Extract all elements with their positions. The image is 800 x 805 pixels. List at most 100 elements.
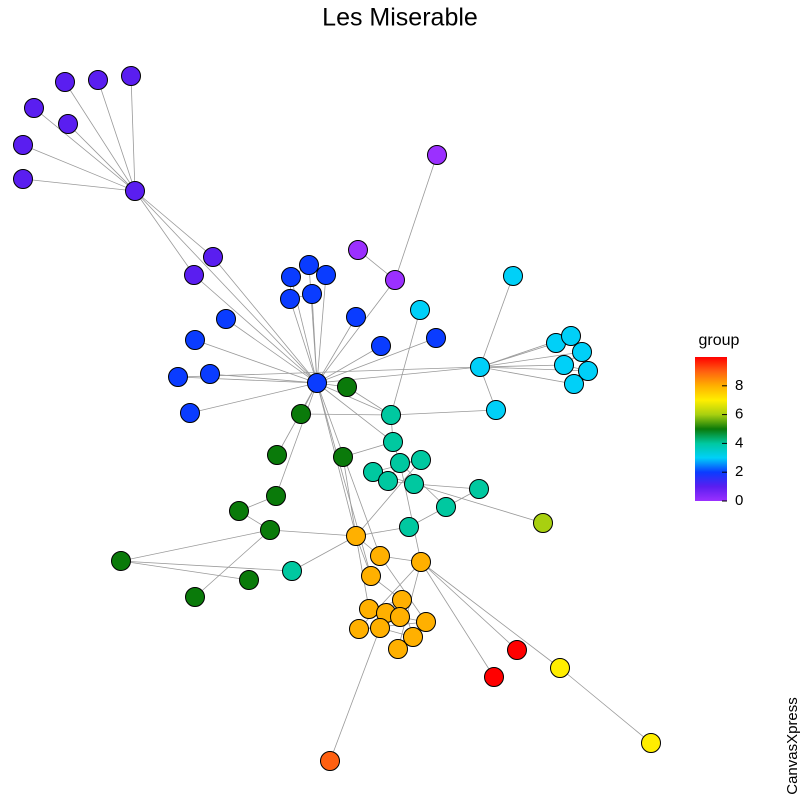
node bbox=[370, 618, 390, 638]
node bbox=[550, 658, 570, 678]
node bbox=[239, 570, 259, 590]
edge bbox=[120, 560, 293, 572]
node bbox=[404, 474, 424, 494]
node bbox=[320, 751, 340, 771]
node bbox=[346, 526, 366, 546]
edge bbox=[134, 190, 214, 258]
colorbar-tick-label: 4 bbox=[735, 434, 743, 451]
node bbox=[436, 497, 456, 517]
edge bbox=[33, 107, 136, 192]
node bbox=[168, 367, 188, 387]
edge bbox=[130, 75, 136, 192]
node bbox=[299, 255, 319, 275]
node bbox=[282, 561, 302, 581]
node bbox=[291, 404, 311, 424]
edge bbox=[379, 555, 427, 623]
node bbox=[184, 265, 204, 285]
edge bbox=[134, 190, 195, 276]
edge bbox=[316, 345, 382, 384]
node bbox=[55, 72, 75, 92]
node bbox=[346, 307, 366, 327]
edge bbox=[120, 529, 271, 562]
node bbox=[370, 546, 390, 566]
edge bbox=[479, 351, 583, 368]
node bbox=[383, 432, 403, 452]
edge bbox=[316, 382, 381, 557]
node bbox=[200, 364, 220, 384]
edge bbox=[177, 376, 318, 384]
edge bbox=[479, 366, 575, 385]
colorbar bbox=[695, 357, 727, 501]
edge bbox=[316, 279, 396, 384]
edge bbox=[479, 364, 565, 368]
watermark: CanvasXpress bbox=[784, 697, 800, 795]
edge bbox=[316, 316, 357, 384]
colorbar-tick-label: 8 bbox=[735, 377, 743, 394]
node bbox=[359, 599, 379, 619]
edge bbox=[399, 462, 422, 563]
node bbox=[260, 520, 280, 540]
edge bbox=[97, 79, 136, 192]
node bbox=[185, 330, 205, 350]
node bbox=[469, 479, 489, 499]
legend-title: group bbox=[699, 332, 740, 349]
edge bbox=[289, 298, 318, 384]
edge bbox=[269, 529, 357, 537]
colorbar-tick-label: 0 bbox=[735, 492, 743, 509]
colorbar-tick-label: 6 bbox=[735, 406, 743, 423]
edge bbox=[67, 123, 136, 192]
node bbox=[411, 552, 431, 572]
node bbox=[88, 70, 108, 90]
node bbox=[13, 135, 33, 155]
node bbox=[302, 284, 322, 304]
edges bbox=[22, 75, 652, 762]
edge bbox=[394, 154, 438, 281]
node bbox=[427, 145, 447, 165]
edge bbox=[193, 274, 318, 384]
node bbox=[363, 462, 383, 482]
edge bbox=[300, 413, 392, 416]
edge bbox=[316, 337, 437, 384]
node bbox=[333, 447, 353, 467]
node bbox=[125, 181, 145, 201]
edge bbox=[342, 456, 357, 537]
edge bbox=[134, 190, 318, 384]
node bbox=[410, 300, 430, 320]
node bbox=[378, 471, 398, 491]
edge bbox=[22, 144, 136, 192]
edge bbox=[316, 382, 394, 443]
node bbox=[361, 566, 381, 586]
legend: 0 2 4 6 8 bbox=[695, 357, 743, 509]
node bbox=[390, 607, 410, 627]
node bbox=[470, 357, 490, 377]
nodes bbox=[13, 66, 661, 771]
edge bbox=[64, 81, 136, 192]
edge bbox=[420, 561, 561, 669]
edge bbox=[177, 366, 481, 378]
edge bbox=[390, 409, 497, 416]
node bbox=[641, 733, 661, 753]
node bbox=[486, 400, 506, 420]
node bbox=[381, 405, 401, 425]
node bbox=[121, 66, 141, 86]
edge bbox=[413, 483, 544, 524]
node bbox=[572, 342, 592, 362]
node bbox=[371, 336, 391, 356]
node bbox=[385, 270, 405, 290]
edge bbox=[316, 274, 327, 384]
node bbox=[426, 328, 446, 348]
edge bbox=[291, 535, 357, 572]
node bbox=[507, 640, 527, 660]
node bbox=[229, 501, 249, 521]
node bbox=[13, 169, 33, 189]
node bbox=[24, 98, 44, 118]
colorbar-tick-label: 2 bbox=[735, 463, 743, 480]
node bbox=[316, 265, 336, 285]
edge bbox=[189, 382, 318, 414]
node bbox=[349, 619, 369, 639]
node bbox=[280, 289, 300, 309]
edge bbox=[225, 318, 318, 384]
node bbox=[216, 309, 236, 329]
edge bbox=[355, 459, 422, 537]
